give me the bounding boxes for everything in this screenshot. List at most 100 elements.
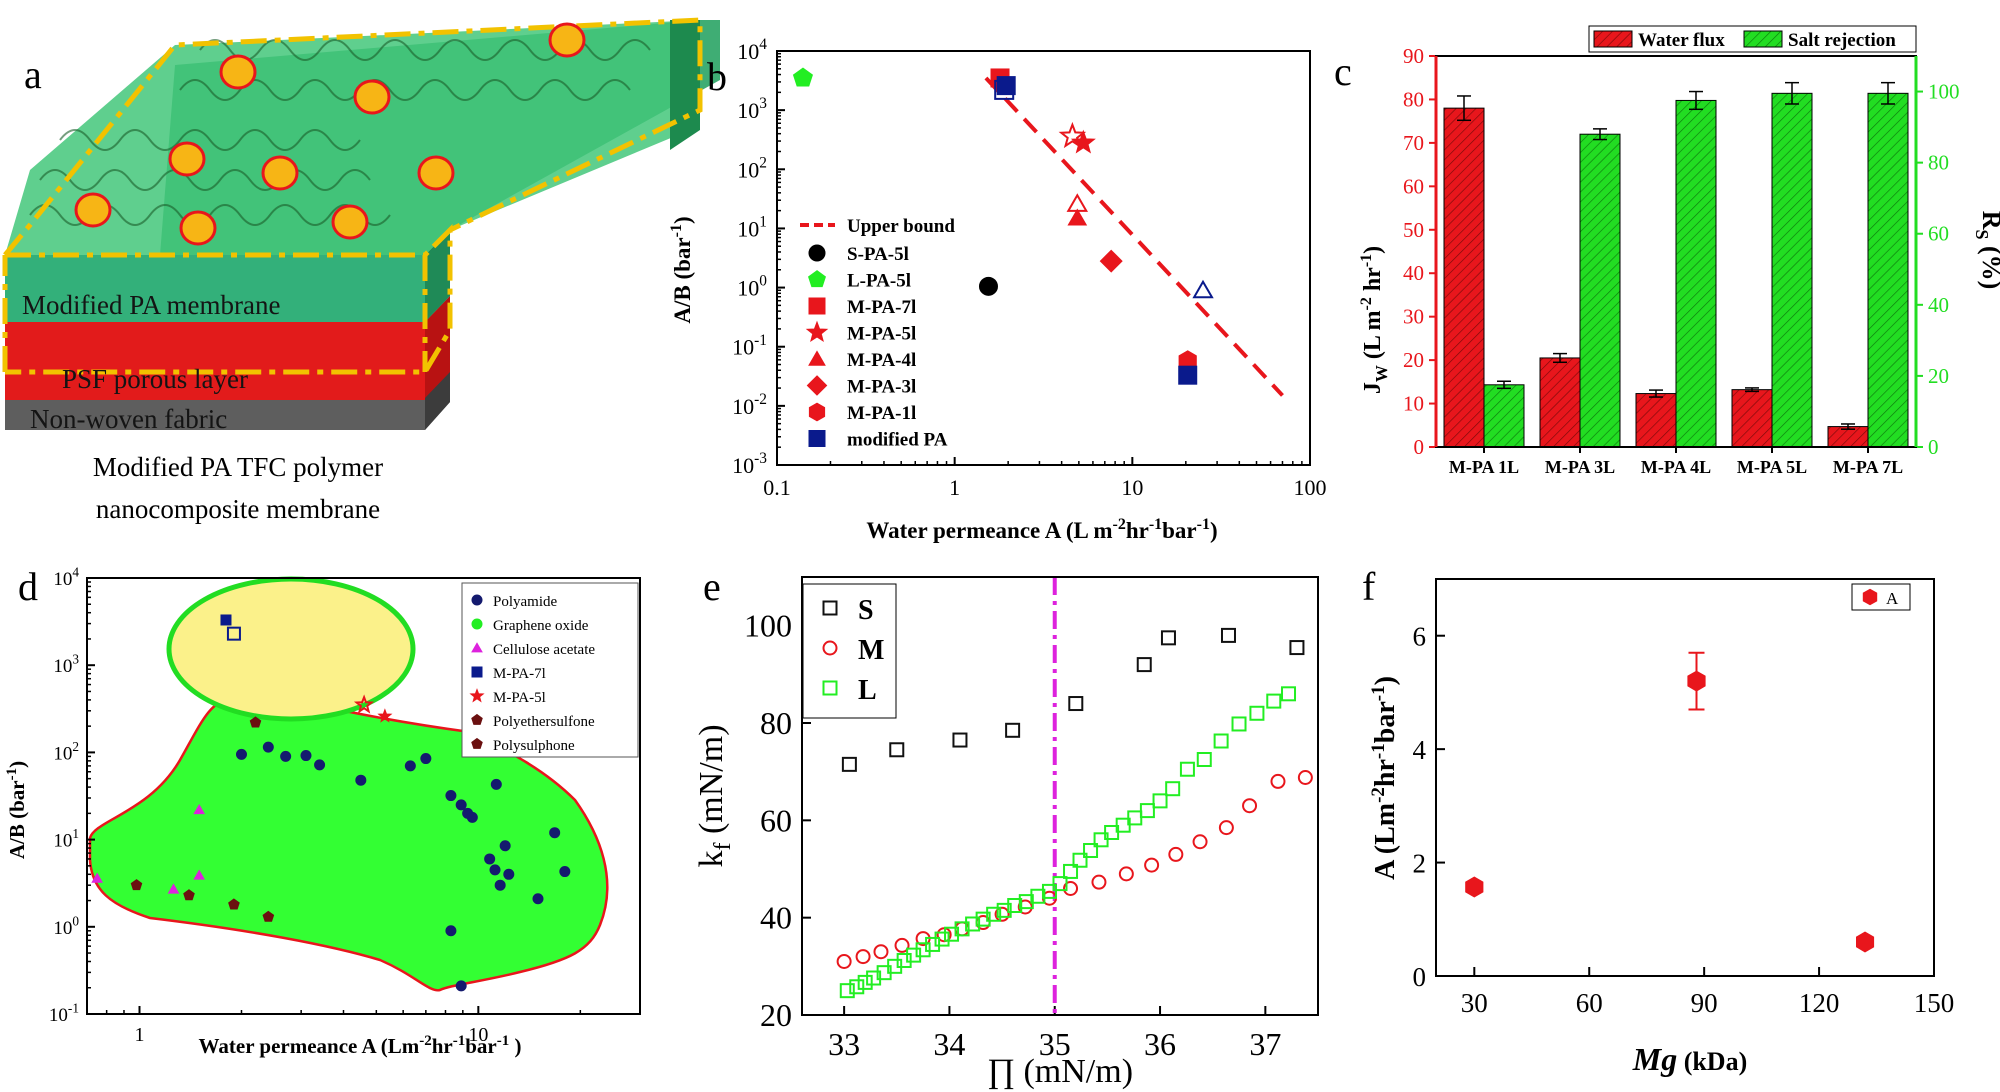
panel-e-point	[839, 983, 855, 999]
panel-d-ytick-label: 101	[53, 826, 79, 852]
panel-b-ytick-label: 104	[737, 36, 767, 64]
panel-b-letter: b	[707, 54, 727, 99]
panel-c-ytick-right-label: 80	[1928, 151, 1949, 175]
nonwoven-label: Non-woven fabric	[30, 404, 227, 434]
panel-d-legend-marker	[471, 642, 483, 653]
panel-e-point	[925, 936, 941, 952]
panel-d-point	[249, 716, 262, 728]
panel-b-legend-marker	[808, 430, 826, 447]
panel-c-ytick-right-label: 60	[1928, 222, 1949, 246]
panel-e-point	[1072, 852, 1088, 868]
panel-e-ylabel: kf (mN/m)	[693, 724, 736, 867]
psf-layer-label: PSF porous layer	[62, 364, 248, 394]
panel-d-point	[220, 614, 232, 626]
panel-d-ytick-label: 10-1	[49, 1000, 79, 1026]
panel-b-legend-label: Upper bound	[847, 216, 955, 237]
panel-d-point	[226, 626, 241, 641]
panel-c-bar-water-flux	[1539, 357, 1581, 448]
panel-e-point	[1041, 883, 1057, 899]
panel-e-point	[1068, 696, 1084, 712]
panel-e-point	[994, 906, 1010, 922]
panel-f-ytick-label: 6	[1413, 622, 1427, 652]
panel-e-point	[952, 732, 968, 748]
panel-d-point	[91, 872, 103, 883]
panel-d-xtick-label: 10	[468, 1024, 488, 1046]
panel-b-point	[978, 276, 998, 296]
panel-b-xlabel: Water permeance A (L m-2hr-1bar-1)	[866, 516, 1217, 543]
panel-e-point	[841, 756, 857, 772]
panel-e-xtick-label: 36	[1144, 1026, 1176, 1062]
panel-e-point	[986, 906, 1002, 922]
panel-d-letter: d	[18, 564, 38, 609]
panel-c-ytick-left-label: 70	[1403, 131, 1424, 155]
panel-d-point	[455, 980, 467, 992]
panel-b-legend-marker	[806, 375, 828, 396]
panel-e-legend-label: M	[858, 635, 884, 666]
panel-c-ytick-left-label: 0	[1414, 435, 1425, 459]
panel-e-point	[1281, 686, 1297, 702]
panel-b-legend-label: M-PA-5l	[847, 324, 916, 345]
panel-d-chart: d 1 10 10-1 100 101 102 103 104 Polyamide Graphe…	[4, 564, 641, 1058]
panel-b-legend: Upper bound S-PA-5l L-PA-5l M-PA-7l M-PA-5l M…	[800, 216, 955, 451]
panel-d-point	[420, 753, 432, 765]
panel-e-point	[1160, 630, 1176, 646]
panel-e-legend-box	[802, 583, 897, 719]
panel-d-legend-marker	[471, 713, 483, 725]
panel-d-ytick-label: 103	[53, 652, 79, 678]
panel-e-point	[857, 974, 873, 990]
panel-c-xtick-label: M-PA 5L	[1737, 457, 1807, 477]
panel-c-ytick-right-label: 40	[1928, 293, 1949, 317]
panel-d-point	[235, 748, 247, 760]
panel-f-legend-marker	[1862, 588, 1878, 606]
panel-b-point	[1058, 121, 1087, 149]
panel-e-point	[1218, 820, 1234, 836]
panel-a-caption-line2: nanocomposite membrane	[96, 494, 380, 524]
panel-b-legend-label: M-PA-4l	[847, 350, 916, 371]
panel-f-ytick-label: 2	[1413, 849, 1427, 879]
panel-b-legend-marker	[808, 270, 826, 288]
panel-d-point	[355, 774, 367, 786]
panel-c-bar-salt-rejection	[1675, 99, 1717, 448]
panel-e-point	[1289, 640, 1305, 656]
panel-c-ytick-left-label: 30	[1403, 305, 1424, 329]
panel-d-point	[193, 803, 205, 815]
panel-f-point	[1687, 670, 1706, 692]
panel-c-xtick-label: M-PA 7L	[1833, 457, 1903, 477]
panel-e-point	[1213, 733, 1229, 749]
panel-f-xtick-label: 150	[1914, 988, 1955, 1018]
panel-e-point	[1270, 773, 1286, 789]
panel-e-plot-area	[801, 576, 1319, 1016]
panel-b-point	[1067, 208, 1088, 226]
panel-c-xtick-label: M-PA 1L	[1449, 457, 1519, 477]
panel-e-point	[1063, 863, 1079, 879]
panel-e-xtick-label: 35	[1039, 1026, 1071, 1062]
panel-e-point	[1231, 716, 1247, 732]
panel-d-point	[280, 750, 292, 762]
panel-b-ytick-label: 103	[737, 95, 767, 123]
panel-b-ytick-label: 10-3	[732, 450, 767, 478]
panel-b-point	[792, 67, 813, 87]
panel-d-xtick-label: 1	[134, 1024, 144, 1046]
panel-e-legend-marker	[822, 640, 838, 656]
panel-d-legend-label: Cellulose acetate	[493, 642, 595, 658]
panel-f-xtick-label: 90	[1691, 988, 1718, 1018]
panel-d-target-region	[166, 576, 416, 722]
panel-d-ytick-label: 100	[53, 913, 79, 939]
panel-d-legend: Polyamide Graphene oxide Cellulose acetate…	[461, 582, 639, 758]
panel-e-ytick-label: 20	[760, 997, 792, 1033]
panel-e-xtick-label: 34	[933, 1026, 965, 1062]
panel-d-legend-marker	[471, 666, 483, 678]
panel-d-point	[353, 694, 375, 714]
panel-e-point	[1136, 657, 1152, 673]
panel-e-point	[1144, 857, 1160, 873]
panel-f-xtick-label: 120	[1799, 988, 1840, 1018]
panel-a-caption-line1: Modified PA TFC polymer	[93, 452, 383, 482]
panel-e-chart: e 33 34 35 36 37 20 40 60 80 100 SML ∏ (mN/m) kf …	[693, 564, 1319, 1090]
panel-d-point	[455, 799, 467, 811]
panel-b-point	[1066, 193, 1089, 212]
panel-b-legend-marker	[805, 320, 829, 343]
panel-b-ytick-label: 100	[737, 273, 767, 301]
panel-b-point	[1070, 129, 1096, 154]
panel-c-ytick-left-label: 80	[1403, 87, 1424, 111]
panel-b-legend-marker	[808, 350, 826, 366]
